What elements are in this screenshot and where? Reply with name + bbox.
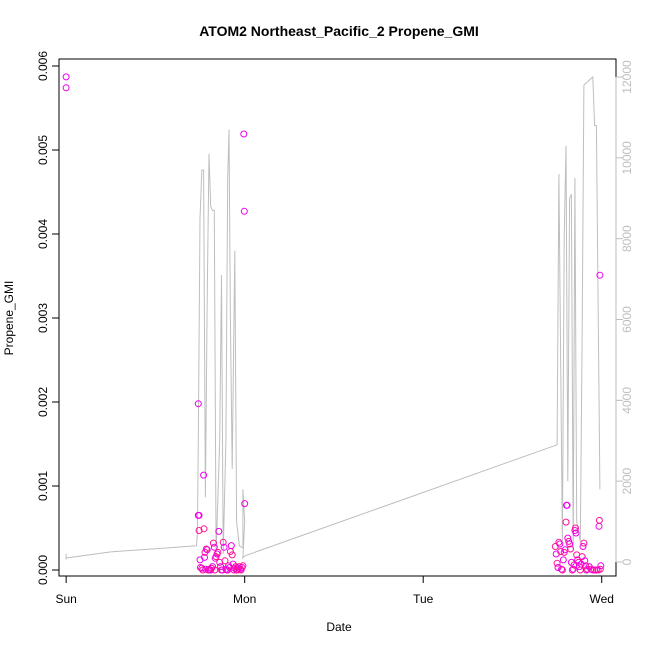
data-point <box>210 543 218 551</box>
chart-title: ATOM2 Northeast_Pacific_2 Propene_GMI <box>199 23 479 39</box>
y-tick-label: 0.000 <box>36 555 50 585</box>
x-tick-label: Wed <box>589 592 613 606</box>
data-point <box>563 501 571 509</box>
y-tick-label: 0.004 <box>36 219 50 249</box>
data-point <box>240 207 248 215</box>
data-point <box>558 565 565 573</box>
data-point <box>195 511 203 519</box>
data-point <box>567 545 574 553</box>
data-point <box>572 529 580 537</box>
y-axis-right: 0 2000 4000 6000 8000 10000 12000 <box>615 60 634 565</box>
y-tick-label: 0.003 <box>36 303 50 333</box>
data-point <box>595 522 603 530</box>
data-point <box>597 562 605 570</box>
data-point <box>215 527 223 535</box>
data-point <box>596 271 604 279</box>
x-axis-label: Date <box>326 620 352 634</box>
data-point <box>596 565 604 573</box>
data-point <box>595 516 603 524</box>
data-point <box>200 471 208 479</box>
data-point <box>221 557 229 565</box>
data-point <box>203 546 211 554</box>
y-tick-label: 0.005 <box>36 135 50 165</box>
data-point <box>239 562 247 570</box>
data-point <box>558 566 566 574</box>
data-point <box>200 525 208 533</box>
x-tick-label: Mon <box>233 592 256 606</box>
data-point <box>582 562 590 570</box>
y2-tick-label: 4000 <box>620 387 634 414</box>
data-point <box>576 566 584 574</box>
y2-tick-label: 10000 <box>620 141 634 175</box>
data-point <box>556 540 564 548</box>
altitude-line <box>65 75 601 560</box>
data-point <box>194 400 202 408</box>
y-axis-left: 0.000 0.001 0.002 0.003 0.004 0.005 0.006 <box>36 51 60 585</box>
data-point <box>581 557 589 565</box>
y-tick-label: 0.001 <box>36 471 50 501</box>
data-point <box>559 556 567 564</box>
data-point <box>218 566 226 574</box>
data-point <box>219 538 227 546</box>
data-point <box>580 539 588 547</box>
x-tick-label: Sun <box>55 592 76 606</box>
data-point <box>214 548 222 556</box>
data-point <box>202 545 210 553</box>
x-tick-label: Tue <box>413 592 434 606</box>
data-point <box>211 566 219 574</box>
data-point <box>62 73 70 81</box>
data-point <box>240 130 248 138</box>
data-point <box>228 551 236 559</box>
data-point <box>566 540 574 548</box>
data-point <box>62 84 70 92</box>
y2-tick-label: 8000 <box>620 225 634 252</box>
y-axis-label: Propene_GMI <box>2 281 16 356</box>
data-point <box>561 546 569 554</box>
data-point <box>569 565 577 573</box>
data-point <box>562 518 570 526</box>
data-point <box>195 527 203 534</box>
data-points-layer <box>62 73 605 574</box>
y-tick-label: 0.002 <box>36 387 50 417</box>
data-point <box>201 553 208 561</box>
data-point <box>241 500 249 508</box>
data-point <box>209 539 217 547</box>
data-point <box>553 559 561 567</box>
data-point <box>557 548 565 555</box>
x-axis: Sun Mon Tue Wed <box>55 575 614 606</box>
y2-tick-label: 2000 <box>620 467 634 494</box>
data-point <box>568 566 576 574</box>
data-point <box>572 524 579 532</box>
y2-tick-label: 6000 <box>620 306 634 333</box>
plot-frame <box>58 58 617 577</box>
y-tick-label: 0.006 <box>36 51 50 81</box>
data-point <box>220 543 228 551</box>
altitude-line-layer <box>65 75 601 560</box>
data-point <box>227 542 235 550</box>
data-point <box>579 543 587 550</box>
y2-tick-label: 12000 <box>620 60 634 94</box>
y2-tick-label: 0 <box>620 558 634 565</box>
